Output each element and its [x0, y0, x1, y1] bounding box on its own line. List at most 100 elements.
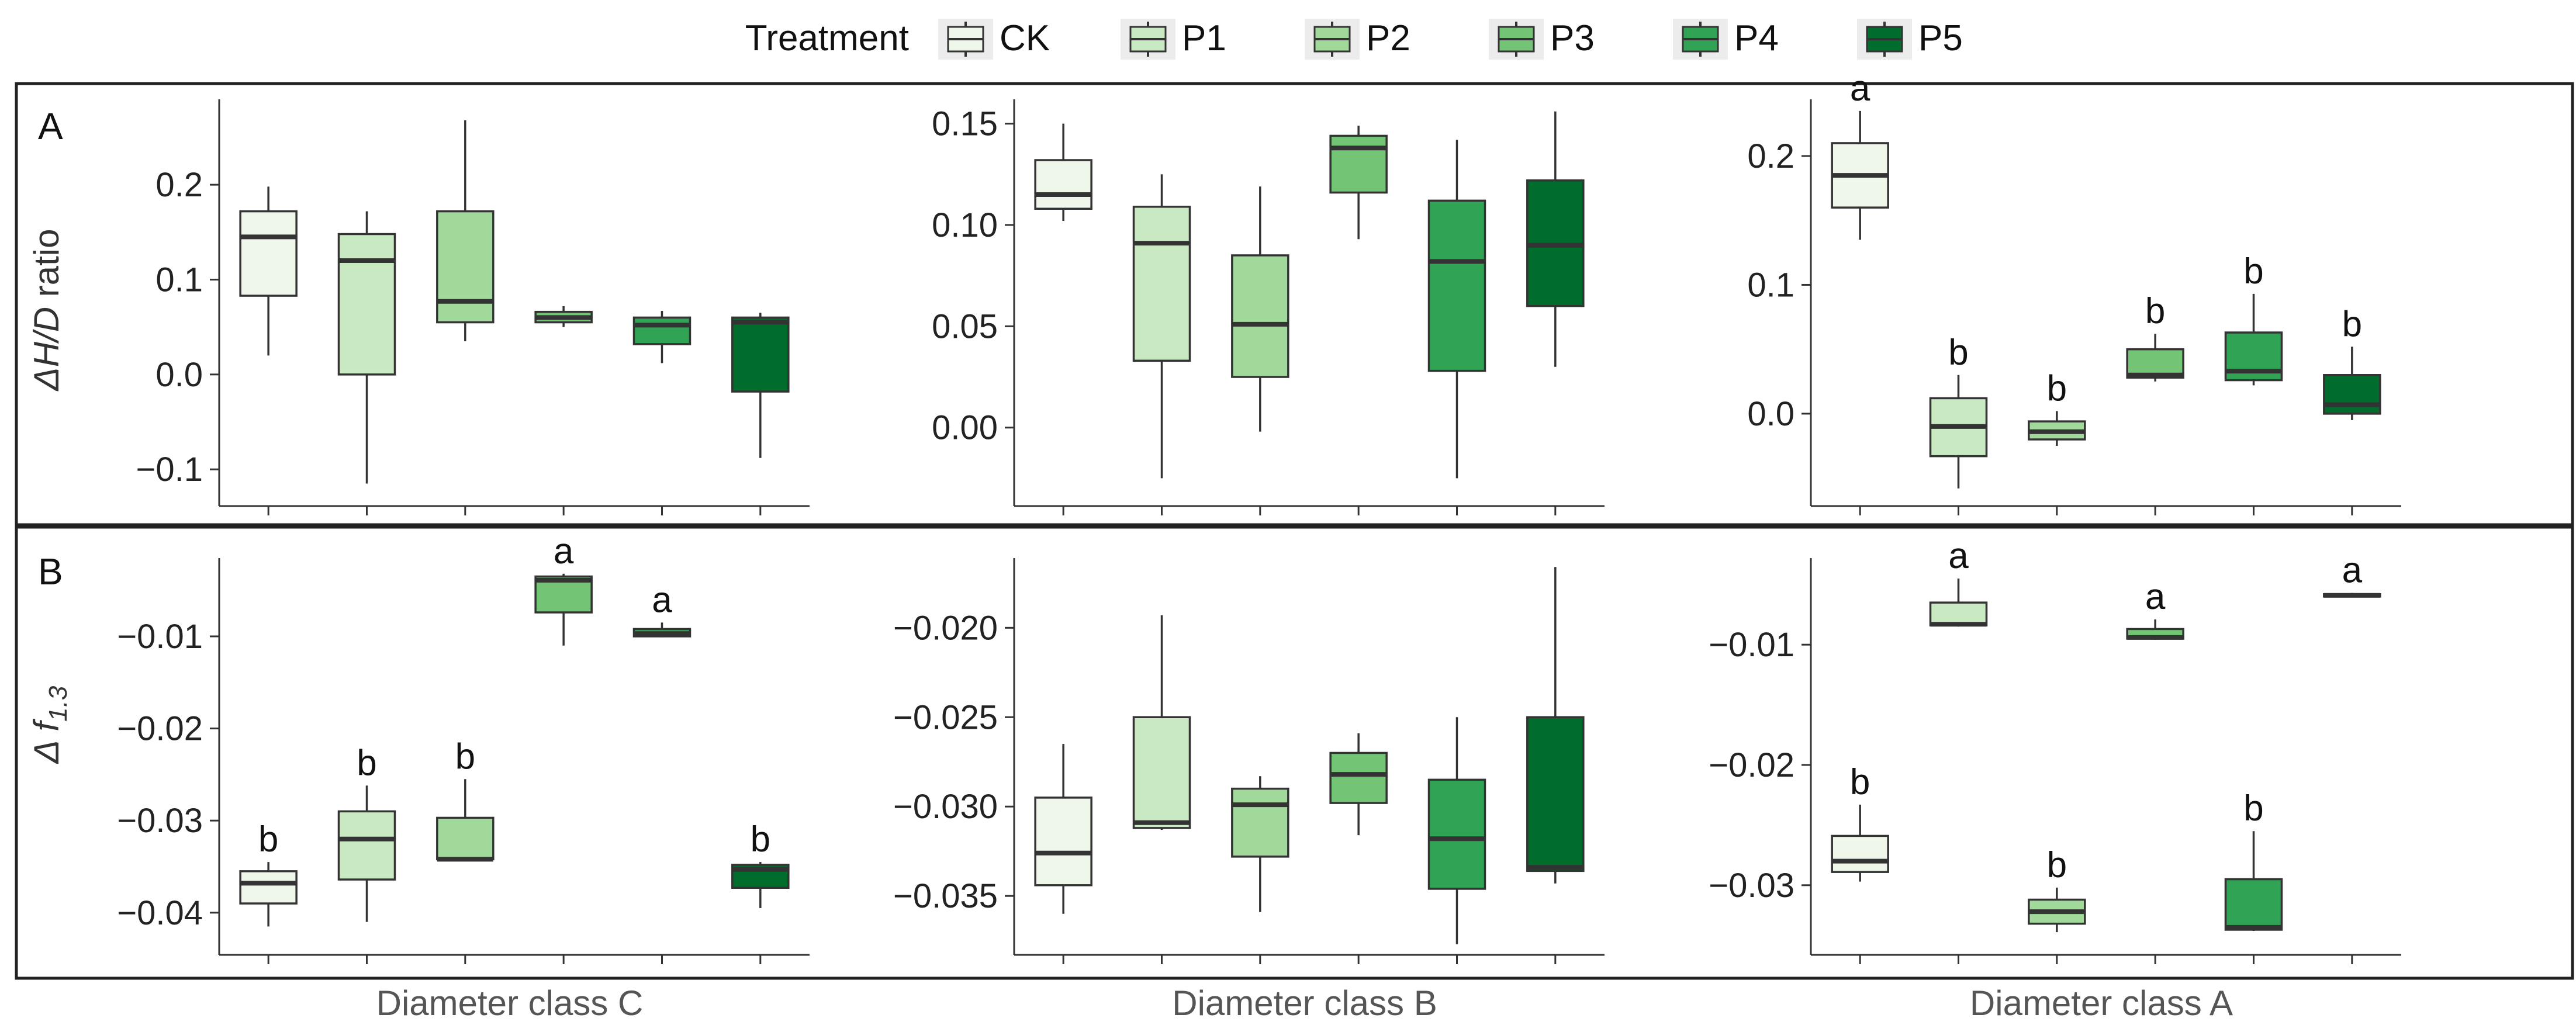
sig-letter: b	[258, 819, 278, 860]
box-iqr	[1526, 716, 1585, 872]
sig-letter: b	[2145, 291, 2165, 331]
box-p4	[1427, 717, 1486, 964]
box-iqr	[1132, 206, 1191, 362]
y-tick-label: −0.020	[893, 609, 998, 647]
legend-label: CK	[1000, 18, 1050, 58]
sig-letter: b	[1948, 333, 1968, 373]
box-iqr	[436, 816, 495, 861]
box-p1	[1132, 174, 1191, 515]
legend: Treatment CK P1 P2 P3 P4 P5	[745, 18, 1963, 60]
legend-item-p4: P4	[1673, 18, 1779, 60]
box-iqr	[239, 210, 298, 297]
box-p1: b	[1929, 333, 1988, 515]
y-tick-label: 0.1	[1747, 266, 1794, 304]
sig-letter: a	[1850, 68, 1870, 109]
y-tick-label: −0.01	[1709, 626, 1794, 664]
row-b-ylabel: Δ f1.3	[27, 685, 72, 764]
legend-item-p2: P2	[1305, 18, 1410, 60]
box-p3	[1329, 126, 1388, 515]
legend-item-p3: P3	[1489, 18, 1595, 60]
box-p5: a	[2323, 550, 2381, 964]
sig-letter: a	[554, 531, 574, 572]
sig-letter: a	[2342, 550, 2363, 591]
legend-label: P5	[1918, 18, 1963, 58]
box-p2: b	[2028, 368, 2086, 515]
box-p5: b	[2323, 304, 2381, 515]
box-p4	[632, 311, 691, 515]
sig-letter: a	[1948, 536, 1969, 576]
panel-r1-c0: −0.01 −0.02 −0.03 −0.04 b b b a a b	[117, 531, 810, 964]
box-p3: a	[2126, 577, 2184, 964]
row-a-ylabel-main: ΔH/D	[27, 307, 66, 392]
legend-label: P1	[1182, 18, 1226, 58]
box-iqr	[1427, 199, 1486, 372]
y-tick-label: −0.03	[117, 802, 203, 840]
legend-label: P4	[1734, 18, 1779, 58]
sig-letter: a	[2145, 577, 2166, 617]
y-tick-label: −0.02	[117, 710, 203, 748]
sig-letter: b	[2243, 788, 2263, 829]
box-iqr	[2224, 878, 2283, 931]
legend-item-p5: P5	[1857, 18, 1963, 60]
sig-letter: b	[2047, 368, 2067, 408]
box-iqr	[337, 233, 396, 376]
panel-r1-c2: −0.01 −0.02 −0.03 b a b a b a	[1709, 536, 2401, 964]
y-tick-label: 0.2	[1747, 137, 1794, 175]
y-tick-label: −0.030	[893, 788, 998, 826]
box-iqr	[731, 316, 790, 393]
y-tick-label: 0.05	[932, 307, 998, 345]
xlabel-col-c: Diameter class C	[376, 983, 644, 1023]
sig-letter: b	[357, 743, 376, 783]
box-p2	[1231, 186, 1289, 515]
y-tick-label: −0.035	[893, 877, 998, 915]
box-iqr	[436, 210, 495, 324]
y-tick-label: 0.0	[155, 356, 203, 394]
box-p3	[1329, 733, 1388, 964]
row-a-ylabel: ΔH/D ratio	[27, 229, 66, 392]
y-tick-label: −0.04	[117, 894, 203, 932]
y-tick-label: −0.01	[117, 618, 203, 656]
sig-letter: b	[2243, 251, 2263, 292]
box-p2: b	[2028, 845, 2086, 964]
sig-letter: b	[2342, 304, 2362, 344]
y-tick-label: 0.10	[932, 206, 998, 244]
sig-letter: b	[2047, 845, 2067, 885]
xlabel-col-a: Diameter class A	[1970, 983, 2233, 1023]
box-p1: b	[337, 743, 396, 964]
legend-item-p1: P1	[1121, 18, 1226, 60]
box-iqr	[1034, 159, 1092, 210]
box-iqr	[1329, 752, 1388, 804]
y-tick-label: −0.03	[1709, 867, 1794, 905]
box-iqr	[1034, 796, 1092, 886]
xlabel-col-b: Diameter class B	[1172, 983, 1437, 1023]
panel-r1-c1: −0.020 −0.025 −0.030 −0.035	[893, 558, 1605, 964]
box-iqr	[2323, 374, 2381, 415]
box-p3: b	[2126, 291, 2184, 515]
box-p5	[1526, 111, 1585, 515]
row-b-frame	[15, 525, 2574, 980]
box-ck	[1034, 744, 1092, 964]
row-a-frame	[15, 82, 2574, 527]
legend-label: P3	[1550, 18, 1595, 58]
box-iqr	[1132, 716, 1191, 829]
box-ck: a	[1831, 68, 1889, 515]
box-iqr	[632, 316, 691, 345]
y-tick-label: −0.02	[1709, 746, 1794, 784]
box-p1	[337, 211, 396, 515]
box-p4	[1427, 140, 1486, 515]
box-iqr	[1427, 778, 1486, 890]
row-a-letter: A	[38, 105, 63, 147]
box-p3	[534, 306, 593, 515]
y-tick-label: 0.0	[1747, 395, 1794, 433]
panel-r0-c0: 0.2 0.1 0.0 −0.1	[136, 99, 810, 515]
box-p4: a	[632, 580, 691, 964]
sig-letter: b	[1850, 762, 1870, 802]
box-p5	[731, 313, 790, 515]
y-tick-label: 0.2	[155, 166, 203, 204]
sig-letter: a	[652, 580, 672, 620]
legend-label: P2	[1366, 18, 1410, 58]
row-b-ylabel-main: Δ f	[27, 719, 66, 765]
box-p5: b	[731, 819, 790, 964]
legend-item-ck: CK	[938, 18, 1050, 60]
box-p5	[1526, 567, 1585, 964]
